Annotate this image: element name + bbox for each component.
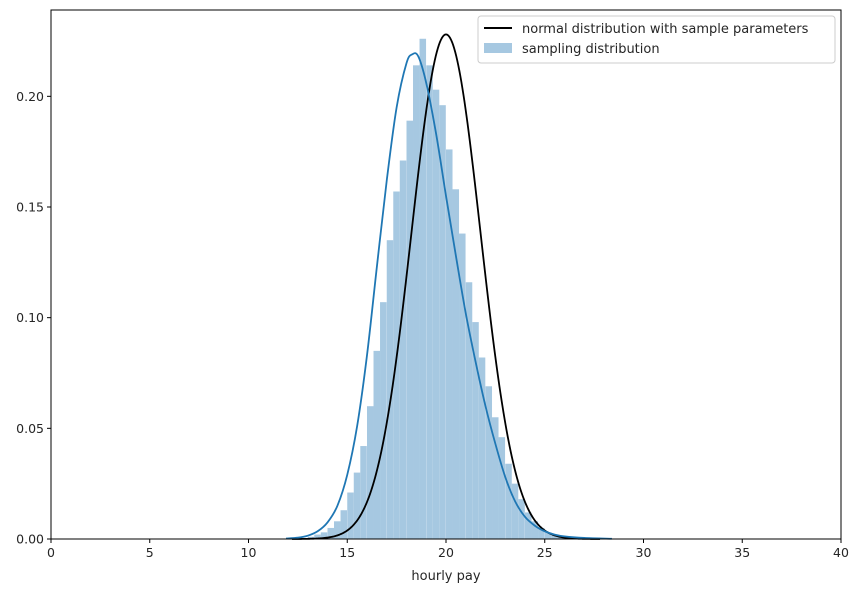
x-tick-label: 20 xyxy=(438,545,454,560)
x-tick-label: 0 xyxy=(47,545,55,560)
hist-bar xyxy=(485,386,493,539)
hist-bar xyxy=(439,105,446,540)
hist-bar xyxy=(538,527,545,539)
hist-bar xyxy=(492,417,499,539)
hist-bar xyxy=(505,463,512,539)
x-tick-label: 35 xyxy=(734,545,750,560)
hist-bar xyxy=(386,240,394,539)
y-tick-label: 0.15 xyxy=(16,199,44,214)
y-tick-label: 0.05 xyxy=(16,421,44,436)
legend-box xyxy=(477,15,836,64)
hist-bar xyxy=(525,512,532,539)
hist-bar xyxy=(446,149,453,539)
hist-bar xyxy=(393,191,400,539)
histogram-bars xyxy=(307,38,565,540)
hist-bar xyxy=(406,120,414,539)
x-axis-ticks: 0 5 10 15 20 25 30 35 40 xyxy=(47,539,849,560)
hist-bar xyxy=(544,532,552,539)
legend: normal distribution with sample paramete… xyxy=(477,15,836,64)
hist-bar xyxy=(419,38,427,540)
hist-bar xyxy=(413,65,420,540)
y-tick-label: 0.10 xyxy=(16,310,44,325)
y-tick-label: 0.00 xyxy=(16,532,44,547)
hist-bar xyxy=(478,357,486,539)
hist-bar xyxy=(426,65,433,540)
hist-bar xyxy=(367,406,374,539)
x-tick-label: 30 xyxy=(636,545,652,560)
hist-bar xyxy=(452,189,460,539)
hist-bar xyxy=(498,437,506,539)
hist-bar xyxy=(511,483,519,539)
y-tick-label: 0.20 xyxy=(16,89,44,104)
hist-bar xyxy=(314,534,321,539)
legend-normal-label: normal distribution with sample paramete… xyxy=(522,22,809,37)
hist-bar xyxy=(551,534,558,539)
hist-bar xyxy=(360,446,367,539)
x-tick-label: 40 xyxy=(833,545,849,560)
hist-bar xyxy=(472,322,479,539)
legend-hist-swatch xyxy=(484,43,512,53)
hist-bar xyxy=(340,510,348,539)
x-tick-label: 5 xyxy=(146,545,154,560)
hist-bar xyxy=(531,521,539,539)
hist-bar xyxy=(399,160,407,539)
hist-bar xyxy=(347,492,354,539)
kde-curve xyxy=(285,52,612,540)
hist-bar xyxy=(353,472,361,539)
hist-bar xyxy=(459,233,466,539)
hist-bar xyxy=(380,302,387,539)
hist-bar xyxy=(465,282,473,539)
x-tick-label: 25 xyxy=(537,545,553,560)
hist-bar xyxy=(432,89,440,539)
x-tick-label: 10 xyxy=(241,545,257,560)
x-axis-label: hourly pay xyxy=(411,569,480,584)
hist-bar xyxy=(327,527,335,539)
legend-hist-label: sampling distribution xyxy=(522,42,660,57)
hist-bar xyxy=(373,350,381,539)
hist-bar xyxy=(334,521,341,539)
y-axis-ticks: 0.00 0.05 0.10 0.15 0.20 xyxy=(16,89,51,547)
hist-bar xyxy=(320,532,328,539)
kde-curve-group xyxy=(285,52,612,540)
x-tick-label: 15 xyxy=(339,545,355,560)
hist-bar xyxy=(518,499,525,539)
